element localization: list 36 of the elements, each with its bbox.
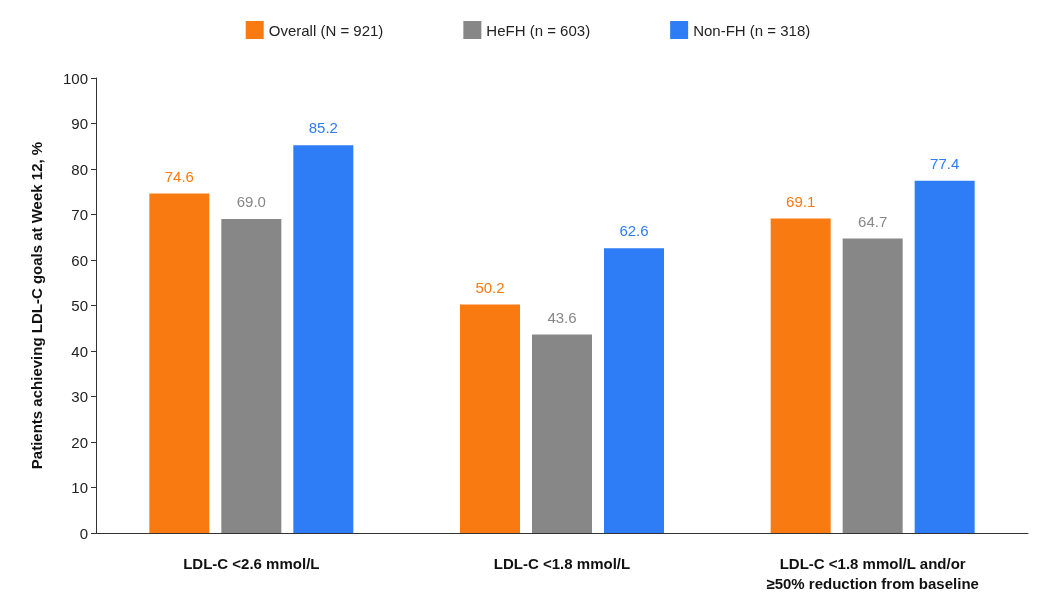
y-tick-label: 70 [71,206,88,223]
bar [149,193,210,533]
y-axis-title: Patients achieving LDL-C goals at Week 12, % [28,141,45,470]
data-label: 62.6 [619,222,649,240]
legend-label: Overall (N = 921) [268,21,384,39]
legend-label: Non-FH (n = 318) [693,21,811,39]
bar [460,304,520,533]
data-label: 50.2 [475,278,505,296]
data-label: 69.1 [786,192,816,210]
y-tick-label: 80 [71,160,88,178]
bar [770,218,831,533]
y-tick-label: 10 [71,479,88,496]
data-label: 69.0 [236,193,266,211]
y-tick-label: 0 [79,524,88,542]
bar [293,145,354,533]
data-label: 85.2 [308,119,338,137]
x-tick-label: LDL-C <1.8 mmol/L and/or ≥50% reduction from baseline [766,554,979,592]
y-tick-label: 100 [62,69,88,87]
bar [842,238,903,533]
y-tick-label: 40 [71,342,88,360]
y-tick-label: 30 [71,388,88,405]
x-tick-label: LDL-C <2.6 mmol/L [183,554,320,572]
y-tick-label: 20 [71,433,88,451]
data-label: 74.6 [164,167,194,185]
data-label: 77.4 [930,154,960,172]
bar [221,219,282,533]
bar [532,334,592,533]
legend-label: HeFH (n = 603) [486,21,591,39]
y-tick-label: 90 [71,115,88,132]
bar [604,248,664,533]
y-tick-label: 50 [71,297,88,314]
y-tick-label: 60 [71,251,88,269]
x-tick-label: LDL-C <1.8 mmol/L [493,554,631,572]
bar [914,180,975,533]
data-label: 64.7 [858,212,888,230]
data-label: 43.6 [547,308,577,326]
